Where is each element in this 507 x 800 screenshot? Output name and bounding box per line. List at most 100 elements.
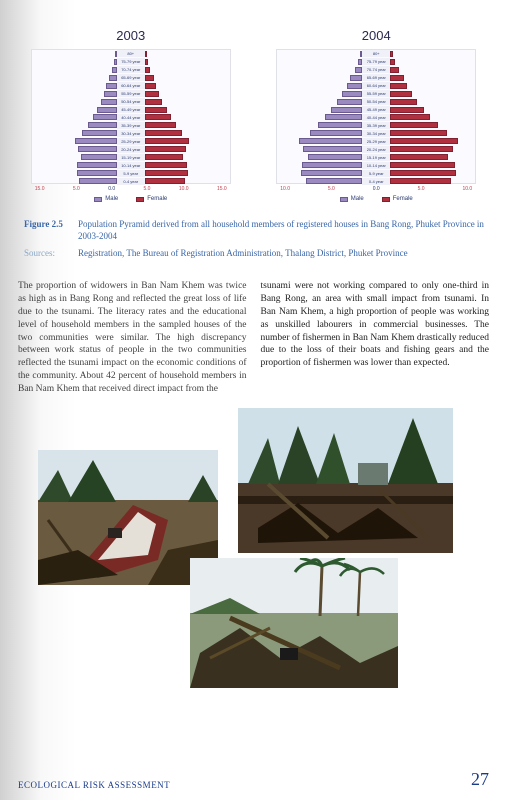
age-label: 0-4 year (362, 178, 390, 185)
legend-male: Male (94, 196, 118, 202)
male-bar (310, 130, 362, 136)
male-bar (306, 178, 363, 184)
age-row: 50-54 year (277, 98, 475, 106)
legend-male: Male (340, 196, 364, 202)
axis-2003: 15.05.00.05.010.015.0 (31, 186, 231, 192)
body-left-column: The proportion of widowers in Ban Nam Kh… (18, 280, 247, 395)
age-label: 0-4 year (117, 178, 145, 185)
age-label: 55-59 year (362, 90, 390, 97)
axis-tick: 0.0 (108, 186, 115, 192)
female-swatch (136, 197, 144, 202)
chart-2004: 2004 80+75-79 year70-74 year65-69 year60… (276, 28, 476, 202)
age-label: 35-39 year (117, 122, 145, 129)
female-bar (390, 130, 447, 136)
male-bar (347, 83, 362, 89)
female-bar (390, 83, 407, 89)
female-swatch (382, 197, 390, 202)
female-bar (145, 75, 154, 81)
female-bar (390, 59, 395, 65)
age-row: 55-59 year (277, 90, 475, 98)
photos-area (18, 408, 489, 668)
age-label: 25-29 year (362, 138, 390, 145)
age-row: 0-4 year (277, 177, 475, 185)
age-row: 35-39 year (277, 121, 475, 129)
female-bar (390, 154, 448, 160)
age-label: 80+ (117, 50, 145, 57)
female-bar (390, 51, 393, 57)
female-bar (145, 99, 162, 105)
pyramid-2003: 80+75-79 year70-74 year65-69 year60-64 y… (31, 49, 231, 184)
legend-male-label: Male (105, 196, 118, 202)
age-label: 75-79 year (362, 58, 390, 65)
female-bar (145, 130, 182, 136)
male-bar (301, 170, 362, 176)
male-bar (93, 114, 117, 120)
male-bar (318, 122, 362, 128)
female-bar (390, 170, 455, 176)
age-row: 45-49 year (277, 106, 475, 114)
female-bar (145, 83, 156, 89)
axis-tick: 5.0 (144, 186, 151, 192)
age-row: 15-19 year (32, 153, 230, 161)
age-row: 0-4 year (32, 177, 230, 185)
male-bar (299, 138, 362, 144)
male-bar (302, 162, 362, 168)
age-label: 15-19 year (362, 154, 390, 161)
body-text: The proportion of widowers in Ban Nam Kh… (18, 280, 489, 395)
age-label: 20-24 year (362, 146, 390, 153)
female-bar (145, 138, 190, 144)
female-bar (390, 178, 451, 184)
age-label: 20-24 year (117, 146, 145, 153)
caption-label: Figure 2.5 (18, 218, 78, 242)
legend-female-label: Female (393, 196, 413, 202)
age-label: 80+ (362, 50, 390, 57)
chart-title: 2003 (31, 28, 231, 43)
age-label: 5-9 year (362, 170, 390, 177)
axis-tick: 10.0 (280, 186, 290, 192)
male-bar (78, 146, 117, 152)
legend-female: Female (382, 196, 413, 202)
female-bar (145, 67, 151, 73)
age-row: 75-79 year (277, 58, 475, 66)
chart-title: 2004 (276, 28, 476, 43)
male-bar (81, 154, 117, 160)
male-bar (331, 107, 362, 113)
male-bar (75, 138, 116, 144)
female-bar (145, 162, 187, 168)
figure-caption: Figure 2.5 Population Pyramid derived fr… (18, 218, 489, 242)
age-row: 25-29 year (32, 137, 230, 145)
female-bar (390, 75, 404, 81)
age-label: 45-49 year (362, 106, 390, 113)
pyramid-2004: 80+75-79 year70-74 year65-69 year60-64 y… (276, 49, 476, 184)
female-bar (145, 146, 186, 152)
male-bar (82, 130, 116, 136)
charts-row: 2003 80+75-79 year70-74 year65-69 year60… (18, 0, 489, 202)
female-bar (390, 122, 437, 128)
age-row: 60-64 year (277, 82, 475, 90)
age-row: 20-24 year (277, 145, 475, 153)
legend-female: Female (136, 196, 167, 202)
female-bar (145, 51, 147, 57)
axis-tick: 0.0 (373, 186, 380, 192)
age-label: 30-34 year (362, 130, 390, 137)
age-label: 50-54 year (117, 98, 145, 105)
male-bar (303, 146, 362, 152)
age-label: 40-44 year (362, 114, 390, 121)
male-bar (97, 107, 117, 113)
male-bar (325, 114, 362, 120)
age-label: 15-19 year (117, 154, 145, 161)
male-bar (355, 67, 363, 73)
age-label: 65-69 year (117, 74, 145, 81)
female-bar (390, 162, 455, 168)
age-label: 70-74 year (362, 66, 390, 73)
male-bar (79, 178, 116, 184)
age-row: 35-39 year (32, 121, 230, 129)
male-bar (342, 91, 362, 97)
age-row: 40-44 year (32, 114, 230, 122)
age-row: 5-9 year (32, 169, 230, 177)
age-row: 55-59 year (32, 90, 230, 98)
female-bar (390, 107, 424, 113)
male-bar (101, 99, 117, 105)
legend-2003: Male Female (31, 196, 231, 202)
female-bar (390, 99, 417, 105)
